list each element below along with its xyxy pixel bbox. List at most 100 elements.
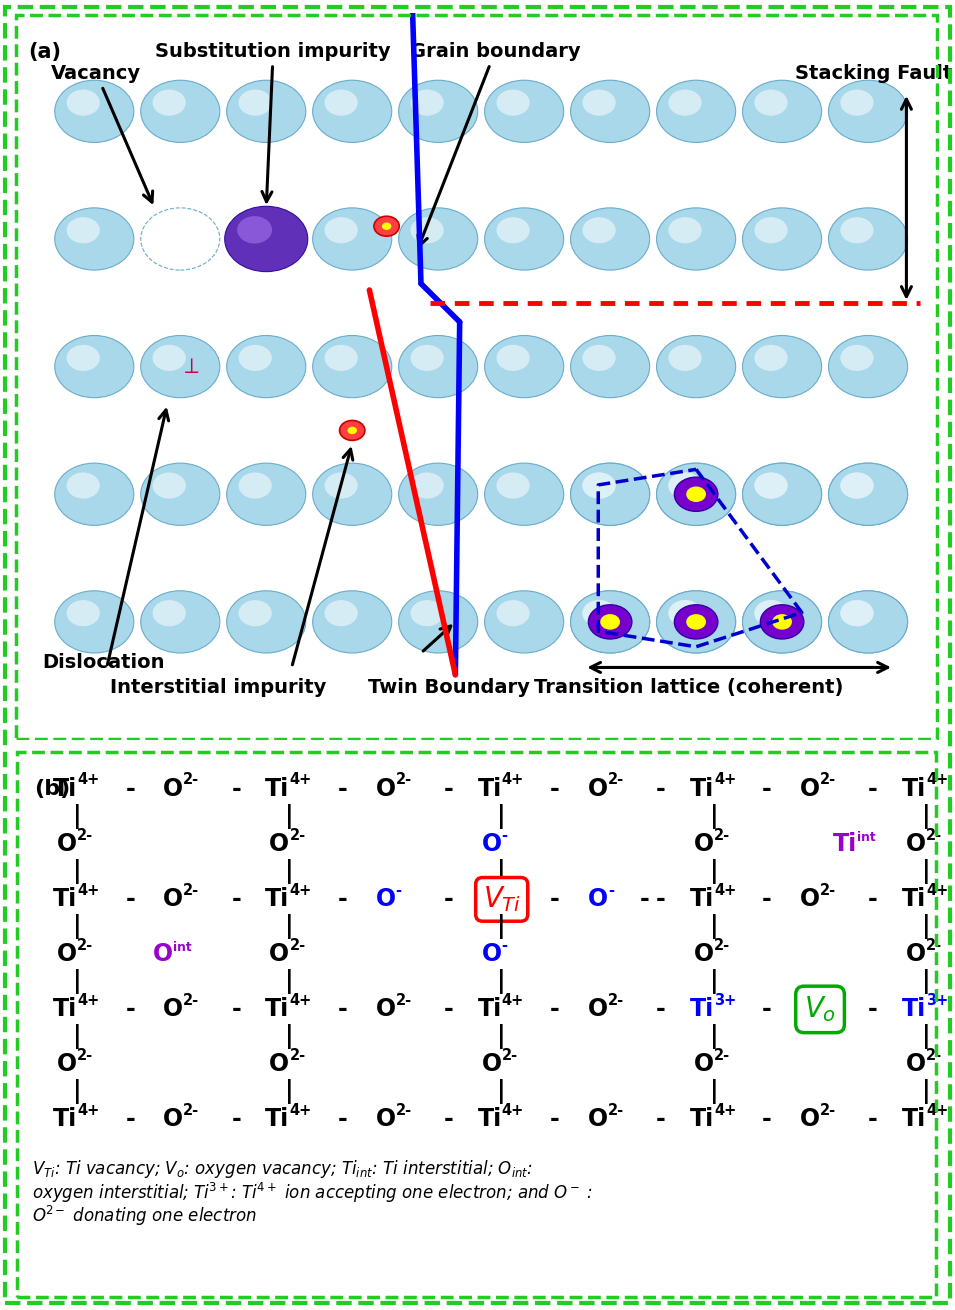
Text: 2-: 2- xyxy=(820,773,837,787)
Circle shape xyxy=(484,335,563,398)
Circle shape xyxy=(754,473,788,499)
Text: $V_o$: $V_o$ xyxy=(804,994,836,1024)
Circle shape xyxy=(484,591,563,652)
Text: O: O xyxy=(375,1107,395,1132)
Text: -: - xyxy=(395,883,402,897)
Text: Ti: Ti xyxy=(265,887,289,912)
Text: 4+: 4+ xyxy=(501,1103,524,1117)
Text: |: | xyxy=(286,1024,294,1049)
Circle shape xyxy=(754,600,788,626)
Circle shape xyxy=(239,473,272,499)
Circle shape xyxy=(67,217,100,244)
Circle shape xyxy=(67,345,100,371)
Circle shape xyxy=(668,600,702,626)
Circle shape xyxy=(743,80,821,143)
Circle shape xyxy=(601,614,620,630)
Text: |: | xyxy=(73,1079,81,1104)
Circle shape xyxy=(67,89,100,115)
Text: O: O xyxy=(906,832,926,857)
Text: 2-: 2- xyxy=(289,938,306,952)
Circle shape xyxy=(754,345,788,371)
Text: |: | xyxy=(922,859,930,884)
Text: O: O xyxy=(375,887,395,912)
Text: 2-: 2- xyxy=(607,773,624,787)
Text: |: | xyxy=(710,914,718,939)
Circle shape xyxy=(840,217,874,244)
Circle shape xyxy=(398,591,478,652)
Text: 4+: 4+ xyxy=(289,993,311,1007)
Circle shape xyxy=(840,600,874,626)
Circle shape xyxy=(312,591,392,652)
Circle shape xyxy=(687,614,706,630)
Text: |: | xyxy=(286,914,294,939)
Circle shape xyxy=(829,591,907,652)
Circle shape xyxy=(153,600,186,626)
Text: O: O xyxy=(163,777,183,802)
Circle shape xyxy=(743,335,821,398)
Text: -: - xyxy=(656,887,666,912)
Text: |: | xyxy=(710,969,718,994)
Circle shape xyxy=(312,80,392,143)
Circle shape xyxy=(411,473,444,499)
Text: -: - xyxy=(231,997,242,1022)
Text: 4+: 4+ xyxy=(77,773,99,787)
Text: Ti: Ti xyxy=(478,1107,501,1132)
Text: Ti: Ti xyxy=(902,887,926,912)
Circle shape xyxy=(325,89,358,115)
Circle shape xyxy=(754,217,788,244)
Text: O: O xyxy=(587,887,607,912)
Text: Substitution impurity: Substitution impurity xyxy=(156,42,391,202)
Circle shape xyxy=(497,89,530,115)
Text: -: - xyxy=(762,997,772,1022)
Text: -: - xyxy=(444,997,454,1022)
Text: O: O xyxy=(694,1052,714,1077)
Circle shape xyxy=(570,591,649,652)
Text: |: | xyxy=(73,914,81,939)
Text: 4+: 4+ xyxy=(77,993,99,1007)
Text: 2-: 2- xyxy=(395,1103,412,1117)
Text: O: O xyxy=(800,777,820,802)
Text: O: O xyxy=(481,1052,501,1077)
Circle shape xyxy=(583,345,616,371)
Text: |: | xyxy=(498,1024,506,1049)
Circle shape xyxy=(325,600,358,626)
Text: Ti: Ti xyxy=(53,1107,77,1132)
Text: |: | xyxy=(710,859,718,884)
Text: -: - xyxy=(868,1107,878,1132)
Text: int: int xyxy=(858,831,876,844)
Text: O: O xyxy=(163,887,183,912)
Text: Ti: Ti xyxy=(265,1107,289,1132)
Circle shape xyxy=(411,89,444,115)
Circle shape xyxy=(743,464,821,525)
Text: -: - xyxy=(444,1107,454,1132)
Circle shape xyxy=(829,591,907,652)
Circle shape xyxy=(239,345,272,371)
Circle shape xyxy=(340,421,365,440)
Text: -: - xyxy=(338,997,348,1022)
Circle shape xyxy=(773,614,792,630)
Text: O: O xyxy=(57,832,77,857)
Text: -: - xyxy=(656,1107,666,1132)
Text: -: - xyxy=(762,1107,772,1132)
Text: -: - xyxy=(607,883,614,897)
Circle shape xyxy=(754,89,788,115)
Text: $V_{Ti}$: $V_{Ti}$ xyxy=(482,884,520,914)
Circle shape xyxy=(656,80,735,143)
Text: |: | xyxy=(710,804,718,829)
Text: -: - xyxy=(444,887,454,912)
Circle shape xyxy=(226,591,306,652)
Text: 4+: 4+ xyxy=(289,773,311,787)
Text: O: O xyxy=(163,1107,183,1132)
Text: 2-: 2- xyxy=(289,1048,306,1062)
Circle shape xyxy=(226,80,306,143)
Text: 4+: 4+ xyxy=(501,773,524,787)
Circle shape xyxy=(829,208,907,270)
Text: |: | xyxy=(922,914,930,939)
Text: O: O xyxy=(375,777,395,802)
Circle shape xyxy=(840,345,874,371)
Text: |: | xyxy=(922,804,930,829)
Text: oxygen interstitial; Ti$^{3+}$: Ti$^{4+}$ ion accepting one electron; and O$^-$ : oxygen interstitial; Ti$^{3+}$: Ti$^{4+}… xyxy=(32,1180,593,1205)
Circle shape xyxy=(656,591,735,652)
Text: Ti: Ti xyxy=(265,997,289,1022)
Text: |: | xyxy=(286,859,294,884)
